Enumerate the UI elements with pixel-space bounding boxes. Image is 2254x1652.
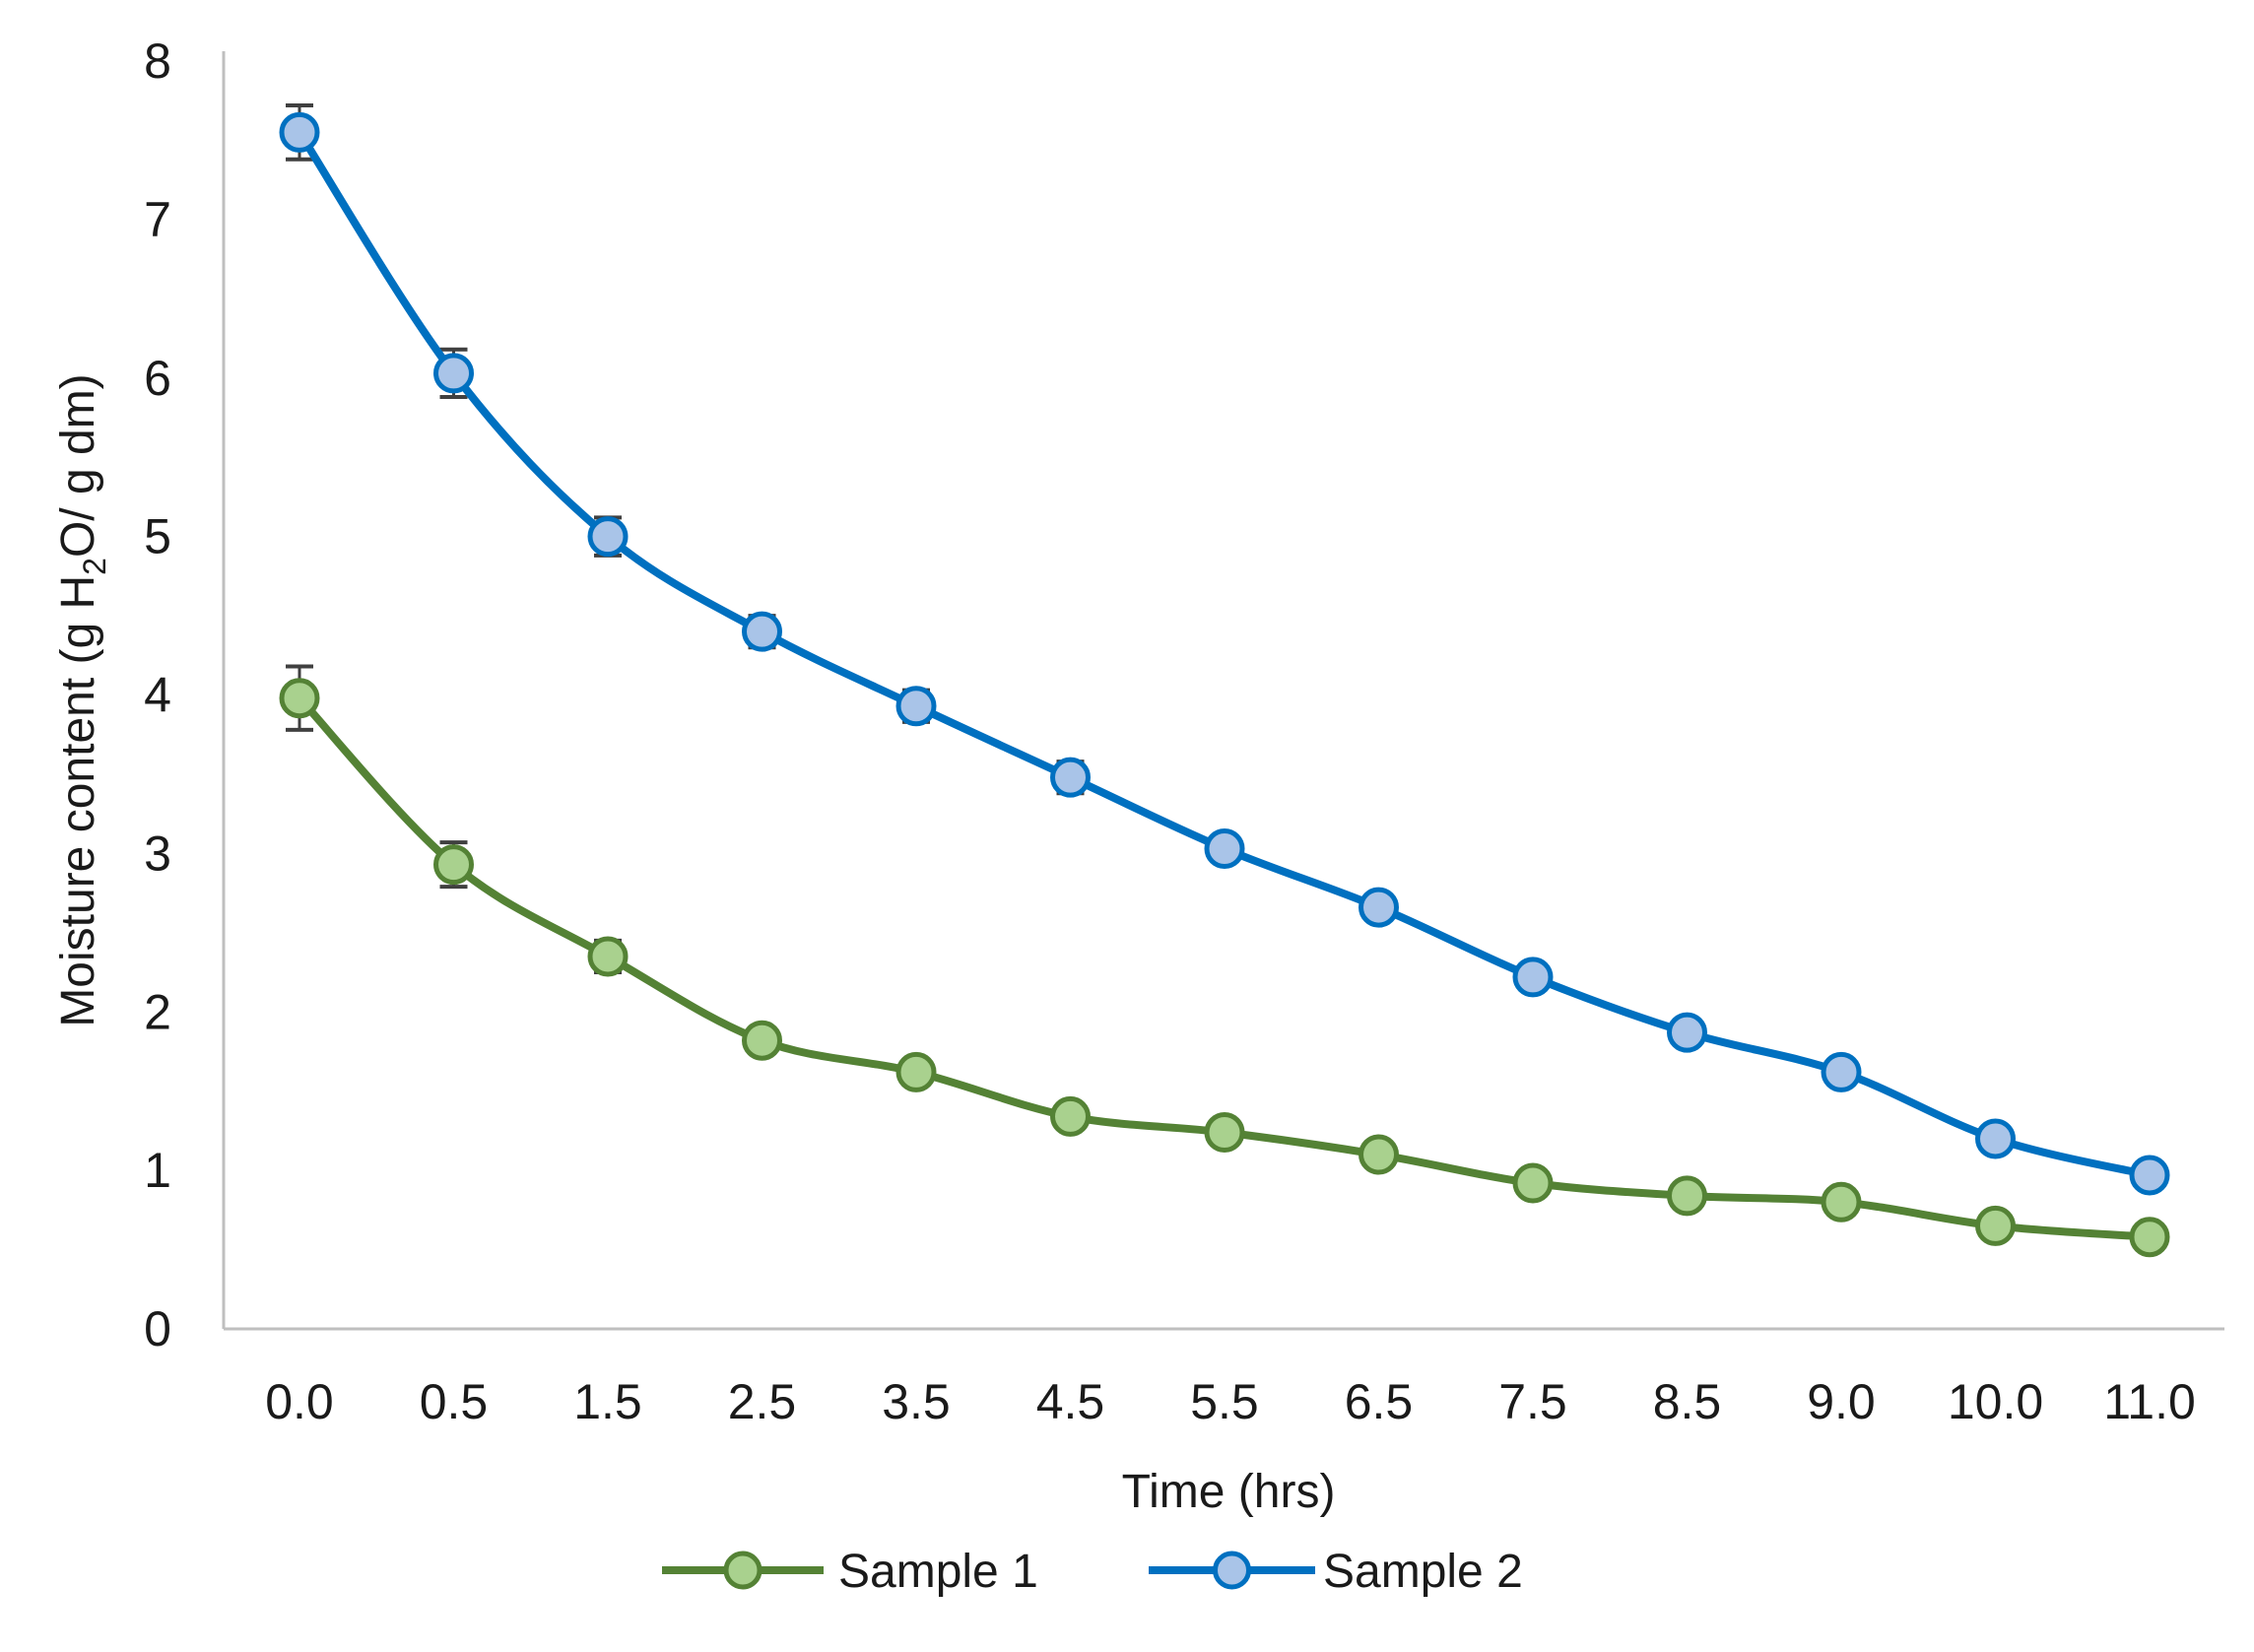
y-tick-label: 8	[144, 33, 171, 89]
x-tick-label: 2.5	[728, 1374, 797, 1429]
data-point	[433, 844, 474, 886]
legend-item-2: Sample 2	[1149, 1546, 1523, 1598]
series-line	[296, 130, 2151, 1179]
data-point	[1667, 1175, 1707, 1217]
data-point	[1975, 1118, 2016, 1159]
legend-marker	[723, 1551, 762, 1590]
data-point	[1667, 1012, 1707, 1053]
x-tick-labels: 0.0 0.5 1.5 2.5 3.5 4.5 5.5 6.5 7.5 8.5 9.0 10.0 11.…	[265, 1374, 2196, 1429]
legend-marker	[1213, 1551, 1251, 1590]
y-tick-label: 4	[144, 668, 171, 723]
y-tick-label: 1	[144, 1143, 171, 1198]
data-point	[742, 611, 782, 652]
series-line	[297, 695, 2151, 1241]
data-point	[433, 353, 474, 394]
data-point	[1204, 828, 1245, 870]
data-point	[587, 516, 629, 558]
data-point	[587, 936, 629, 977]
y-tick-label: 0	[144, 1301, 171, 1356]
legend-label: Sample 2	[1323, 1546, 1523, 1598]
x-tick-label: 8.5	[1653, 1374, 1722, 1429]
data-point	[279, 111, 320, 153]
y-tick-label: 7	[144, 192, 171, 247]
x-tick-label: 0.5	[420, 1374, 489, 1429]
data-point	[895, 1051, 937, 1092]
series-1	[279, 664, 2170, 1258]
x-tick-label: 4.5	[1036, 1374, 1105, 1429]
data-point	[1359, 887, 1399, 928]
data-point	[742, 1020, 782, 1061]
data-point	[279, 678, 320, 719]
y-axis-title-part2: O/ g dm)	[52, 373, 104, 558]
series-2	[279, 103, 2170, 1196]
data-point	[1821, 1051, 1862, 1092]
x-tick-label: 11.0	[2103, 1374, 2196, 1429]
data-point	[895, 686, 937, 727]
data-point	[2129, 1217, 2170, 1258]
axes	[222, 51, 2224, 1331]
y-axis-title-part1: Moisture content (g H	[52, 575, 104, 1027]
data-point	[1975, 1205, 2016, 1246]
plot-area	[279, 103, 2170, 1258]
x-tick-label: 6.5	[1345, 1374, 1414, 1429]
data-point	[1512, 1162, 1554, 1204]
data-point	[1050, 1095, 1091, 1137]
x-tick-label: 10.0	[1948, 1374, 2043, 1429]
data-point	[2129, 1155, 2170, 1196]
x-tick-label: 5.5	[1190, 1374, 1259, 1429]
data-point	[1821, 1181, 1862, 1222]
legend-label: Sample 1	[838, 1546, 1038, 1598]
y-tick-labels: 0 1 2 3 4 5 6 7 8	[144, 33, 171, 1356]
data-point	[1050, 757, 1091, 798]
y-axis-title-subscript: 2	[77, 558, 112, 575]
y-tick-label: 3	[144, 826, 171, 881]
y-tick-label: 6	[144, 351, 171, 406]
legend-item-1: Sample 1	[662, 1546, 1038, 1598]
data-point	[1359, 1134, 1399, 1175]
data-point	[1204, 1112, 1245, 1154]
x-tick-label: 9.0	[1807, 1374, 1876, 1429]
y-tick-label: 5	[144, 509, 171, 564]
data-point	[1512, 957, 1554, 998]
x-tick-label: 3.5	[882, 1374, 951, 1429]
y-tick-label: 2	[144, 984, 171, 1039]
y-axis-title: Moisture content (g H2O/ g dm)	[52, 373, 112, 1026]
x-tick-label: 7.5	[1498, 1374, 1567, 1429]
x-tick-label: 0.0	[265, 1374, 334, 1429]
legend: Sample 1 Sample 2	[662, 1546, 1523, 1598]
x-axis-title: Time (hrs)	[1122, 1466, 1336, 1518]
x-tick-label: 1.5	[573, 1374, 642, 1429]
